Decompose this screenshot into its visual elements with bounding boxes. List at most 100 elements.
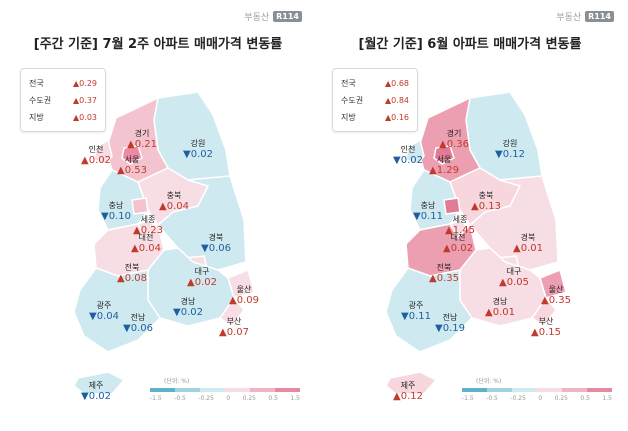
summary-row: 전국 ▲0.29 [21,73,105,90]
region-name: 세종 [452,215,468,224]
region-label: 부산 ▲0.07 [219,316,249,338]
legend-swatch [487,388,512,392]
region-label: 서울 ▲0.53 [117,154,147,176]
summary-box: 전국 ▲0.68 수도권 ▲0.84 지방 ▲0.16 [332,68,418,132]
region-name: 세종 [140,215,156,224]
region-value: ▲0.02 [443,243,473,254]
legend-swatch [200,388,225,392]
region-value: ▲0.04 [159,201,189,212]
region-value: ▲0.12 [393,391,423,402]
region-label: 충남 ▼0.10 [101,200,131,222]
region-seoul [433,145,455,165]
legend-ticks: -1.5 -0.5 -0.25 0 0.25 0.5 1.5 [150,395,300,402]
region-name: 대구 [506,267,522,276]
legend-tick: 0.25 [554,395,568,402]
legend-tick: 0 [226,395,231,402]
region-label: 광주 ▼0.11 [401,300,431,322]
legend-color-bar [150,388,300,392]
region-label: 인천 ▼0.02 [393,144,423,166]
region-value: ▼0.11 [413,211,443,222]
region-value: ▼0.06 [201,243,231,254]
region-name: 제주 [400,381,416,390]
region-name: 경기 [446,129,462,138]
region-name: 제주 [88,381,104,390]
region-label: 제주 ▼0.02 [81,380,111,402]
legend-unit: (단위: %) [164,378,190,385]
legend-swatch [537,388,562,392]
summary-region-name: 전국 [29,78,44,88]
legend-tick: -0.5 [486,395,498,402]
legend-swatch [462,388,487,392]
region-value: ▲0.13 [471,201,501,212]
region-name: 강원 [190,139,206,148]
region-value: ▼0.10 [101,211,131,222]
region-name: 광주 [408,301,424,310]
region-incheon [93,138,113,165]
legend-tick: 0.5 [580,395,590,402]
brand-logo: 부동산 R114 [244,10,302,23]
region-value: ▼0.02 [173,307,203,318]
summary-value: ▲0.03 [73,112,97,122]
legend-swatch [512,388,537,392]
summary-row: 지방 ▲0.16 [333,107,417,124]
region-label: 경남 ▼0.02 [173,296,203,318]
region-name: 대전 [450,233,466,242]
region-label: 세종 ▲1.45 [445,214,475,236]
region-value: ▲0.01 [513,243,543,254]
region-value: ▲0.15 [531,327,561,338]
legend-swatch [250,388,275,392]
region-chungnam [97,169,149,231]
region-name: 경북 [208,233,224,242]
region-label: 경남 ▲0.01 [485,296,515,318]
weekly-panel: 부동산 R114 [주간 기준] 7월 2주 아파트 매매가격 변동률 전국 ▲0… [8,0,308,431]
region-label: 광주 ▼0.04 [89,300,119,322]
legend-unit: (단위: %) [476,378,502,385]
brand-badge: R114 [273,11,302,22]
summary-region-name: 지방 [341,112,356,122]
legend-swatch [225,388,250,392]
region-value: ▼0.11 [401,311,431,322]
region-label: 경북 ▼0.06 [201,232,231,254]
region-jeju [385,371,438,395]
region-name: 서울 [124,155,140,164]
region-name: 충북 [166,191,182,200]
region-name: 전남 [442,313,458,322]
summary-region-name: 수도권 [29,95,52,105]
region-label: 강원 ▼0.02 [183,138,213,160]
brand-logo: 부동산 R114 [556,10,614,23]
summary-box: 전국 ▲0.29 수도권 ▲0.37 지방 ▲0.03 [20,68,106,132]
region-value: ▼0.19 [435,323,465,334]
region-value: ▲0.02 [81,155,111,166]
legend-swatch [150,388,175,392]
region-name: 광주 [96,301,112,310]
region-label: 충북 ▲0.04 [159,190,189,212]
region-name: 부산 [226,317,242,326]
region-label: 경북 ▲0.01 [513,232,543,254]
region-label: 전남 ▼0.06 [123,312,153,334]
summary-value: ▲0.16 [385,112,409,122]
legend-tick: 1.5 [290,395,300,402]
region-name: 서울 [436,155,452,164]
brand-name: 부동산 [244,13,270,23]
legend-tick: 0 [538,395,543,402]
region-name: 강원 [502,139,518,148]
legend-tick: 1.5 [602,395,612,402]
region-name: 충남 [108,201,124,210]
summary-value: ▲0.29 [73,78,97,88]
region-value: ▲0.23 [133,225,163,236]
legend-tick: -1.5 [150,395,162,402]
region-value: ▼0.04 [89,311,119,322]
region-label: 인천 ▲0.02 [81,144,111,166]
region-name: 충남 [420,201,436,210]
region-value: ▲0.08 [117,273,147,284]
region-label: 대구 ▲0.02 [187,266,217,288]
region-label: 대전 ▲0.02 [443,232,473,254]
region-value: ▲0.01 [485,307,515,318]
region-value: ▼0.02 [81,391,111,402]
region-label: 충남 ▼0.11 [413,200,443,222]
region-busan [530,296,557,328]
region-value: ▼0.06 [123,323,153,334]
region-label: 대구 ▲0.05 [499,266,529,288]
region-value: ▲1.29 [429,165,459,176]
region-name: 인천 [400,145,416,154]
